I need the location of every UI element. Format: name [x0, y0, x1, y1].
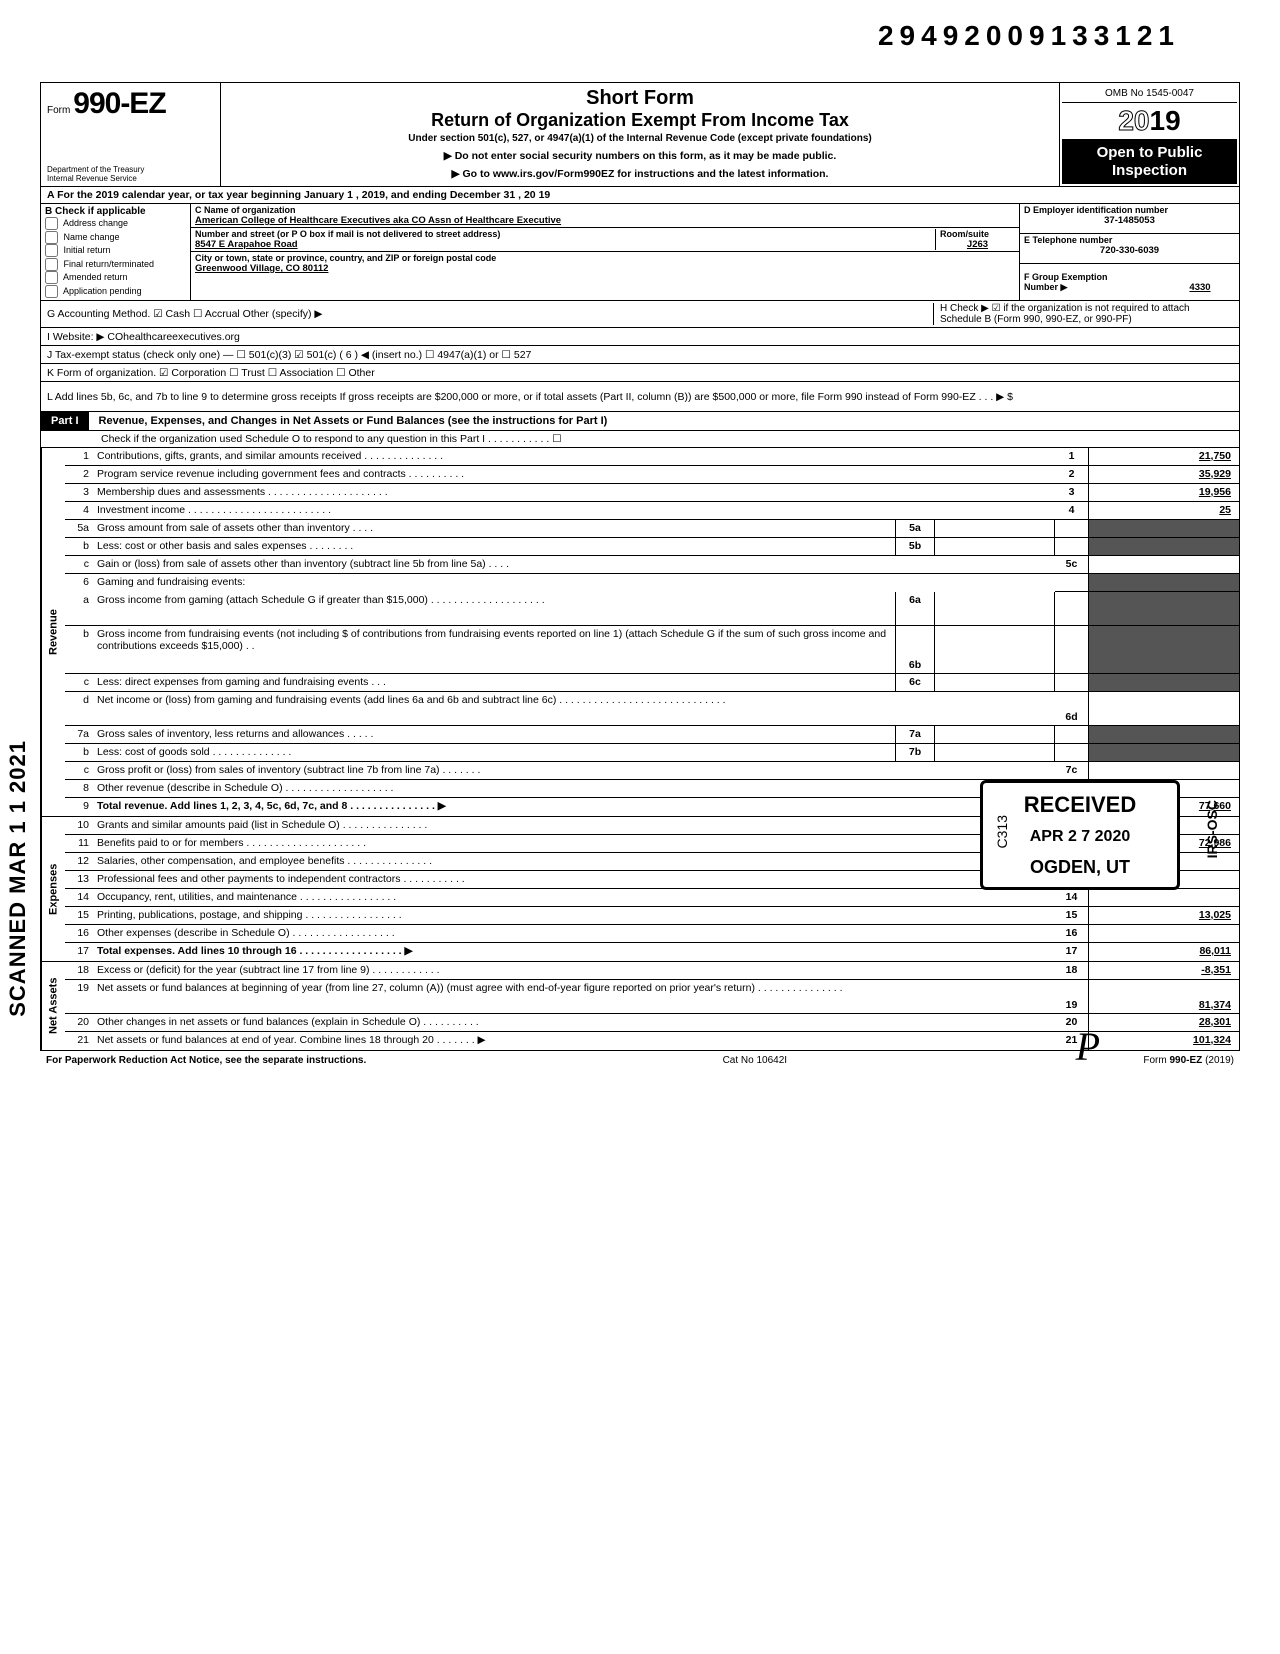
entity-block: B Check if applicable Address change Nam…	[40, 204, 1240, 300]
dln-number: 29492009133121	[40, 20, 1240, 52]
part-1-header: Part I Revenue, Expenses, and Changes in…	[40, 412, 1240, 431]
cb-address-change[interactable]: Address change	[45, 217, 186, 231]
org-name-row: C Name of organization American College …	[191, 204, 1019, 228]
row-g-h: G Accounting Method. ☑ Cash ☐ Accrual Ot…	[40, 300, 1240, 328]
omb-number: OMB No 1545-0047	[1062, 85, 1237, 103]
c313-stamp: C313	[994, 815, 1010, 848]
revenue-body: 1Contributions, gifts, grants, and simil…	[65, 448, 1239, 816]
header-line-2: ▶ Go to www.irs.gov/Form990EZ for instru…	[227, 168, 1053, 180]
line-1-amt: 21,750	[1089, 448, 1239, 465]
row-i: I Website: ▶ COhealthcareexecutives.org	[40, 328, 1240, 346]
line-4-amt: 25	[1089, 502, 1239, 519]
part-1-tag: Part I	[41, 412, 89, 430]
box-c: C Name of organization American College …	[191, 204, 1019, 300]
row-k: K Form of organization. ☑ Corporation ☐ …	[40, 364, 1240, 382]
row-a-tax-year: A For the 2019 calendar year, or tax yea…	[40, 186, 1240, 204]
city-row: City or town, state or province, country…	[191, 252, 1019, 275]
net-assets-section: Net Assets 18Excess or (deficit) for the…	[40, 962, 1240, 1051]
line-17-amt: 86,011	[1089, 943, 1239, 961]
row-h: H Check ▶ ☑ if the organization is not r…	[933, 303, 1233, 325]
cb-initial-return[interactable]: Initial return	[45, 244, 186, 258]
street-address: 8547 E Arapahoe Road	[195, 239, 935, 250]
signature-mark: P	[1076, 1023, 1100, 1070]
addr-row: Number and street (or P O box if mail is…	[191, 228, 1019, 252]
form-prefix: Form	[47, 105, 70, 116]
box-b: B Check if applicable Address change Nam…	[41, 204, 191, 300]
line-20-amt: 28,301	[1089, 1014, 1239, 1031]
group-exemption-row: F Group Exemption Number ▶ 4330	[1020, 264, 1239, 294]
form-page: 29492009133121 Form 990-EZ Department of…	[0, 0, 1280, 1110]
form-subtitle: Under section 501(c), 527, or 4947(a)(1)…	[227, 133, 1053, 144]
cb-application-pending[interactable]: Application pending	[45, 285, 186, 299]
room-suite: J263	[940, 239, 1015, 250]
received-stamp: RECEIVED APR 2 7 2020 OGDEN, UT	[980, 780, 1180, 890]
group-exemption: 4330	[1165, 282, 1235, 293]
row-l: L Add lines 5b, 6c, and 7b to line 9 to …	[40, 382, 1240, 412]
phone: 720-330-6039	[1024, 245, 1235, 256]
page-footer: For Paperwork Reduction Act Notice, see …	[40, 1051, 1240, 1070]
expenses-label: Expenses	[41, 817, 65, 961]
dept-treasury: Department of the Treasury Internal Reve…	[47, 166, 144, 184]
cb-name-change[interactable]: Name change	[45, 231, 186, 245]
line-18-amt: -8,351	[1089, 962, 1239, 979]
revenue-section: Revenue 1Contributions, gifts, grants, a…	[40, 448, 1240, 817]
org-name: American College of Healthcare Executive…	[195, 215, 1015, 226]
tax-year: 20201919	[1062, 103, 1237, 140]
row-g: G Accounting Method. ☑ Cash ☐ Accrual Ot…	[47, 308, 933, 320]
line-3-amt: 19,956	[1089, 484, 1239, 501]
header-center: Short Form Return of Organization Exempt…	[221, 83, 1059, 186]
form-title: Return of Organization Exempt From Incom…	[227, 110, 1053, 131]
ein-row: D Employer identification number 37-1485…	[1020, 204, 1239, 234]
form-number: 990-EZ	[73, 87, 165, 120]
cat-no: Cat No 10642I	[723, 1055, 788, 1066]
irs-osc-stamp: IRS-OSC	[1204, 800, 1220, 858]
header-right: OMB No 1545-0047 20201919 Open to Public…	[1059, 83, 1239, 186]
scanned-stamp: SCANNED MAR 1 1 2021	[5, 740, 31, 1017]
form-ref: Form 990-EZ (2019)	[1143, 1055, 1234, 1066]
city-state-zip: Greenwood Village, CO 80112	[195, 263, 1015, 274]
line-7c-amt	[1089, 762, 1239, 779]
short-form-label: Short Form	[227, 87, 1053, 110]
net-assets-label: Net Assets	[41, 962, 65, 1050]
line-15-amt: 13,025	[1089, 907, 1239, 924]
open-to-public: Open to Public Inspection	[1062, 140, 1237, 184]
revenue-label: Revenue	[41, 448, 65, 816]
ein: 37-1485053	[1024, 215, 1235, 226]
net-assets-body: 18Excess or (deficit) for the year (subt…	[65, 962, 1239, 1050]
part-1-subline: Check if the organization used Schedule …	[40, 431, 1240, 448]
form-header: Form 990-EZ Department of the Treasury I…	[40, 82, 1240, 186]
header-line-1: ▶ Do not enter social security numbers o…	[227, 150, 1053, 162]
header-left: Form 990-EZ Department of the Treasury I…	[41, 83, 221, 186]
phone-row: E Telephone number 720-330-6039	[1020, 234, 1239, 264]
box-de: D Employer identification number 37-1485…	[1019, 204, 1239, 300]
line-5c-amt	[1089, 556, 1239, 573]
part-1-title: Revenue, Expenses, and Changes in Net As…	[89, 415, 608, 427]
cb-final-return[interactable]: Final return/terminated	[45, 258, 186, 272]
cb-amended-return[interactable]: Amended return	[45, 271, 186, 285]
line-2-amt: 35,929	[1089, 466, 1239, 483]
paperwork-notice: For Paperwork Reduction Act Notice, see …	[46, 1055, 366, 1066]
row-j: J Tax-exempt status (check only one) — ☐…	[40, 346, 1240, 364]
line-21-amt: 101,324	[1089, 1032, 1239, 1050]
line-6d-amt	[1089, 692, 1239, 725]
line-19-amt: 81,374	[1089, 980, 1239, 1013]
box-b-header: B Check if applicable	[45, 206, 186, 217]
